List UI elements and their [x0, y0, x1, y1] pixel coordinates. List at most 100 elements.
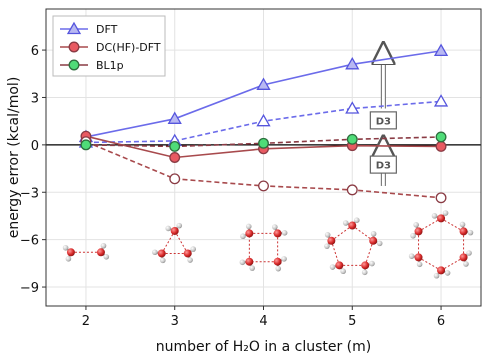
water-cluster-illustrations: [62, 210, 474, 279]
hydrogen-atom-icon: [245, 223, 252, 230]
hydrogen-atom-icon: [416, 261, 423, 268]
hydrogen-atom-icon: [466, 250, 472, 256]
oxygen-atom-icon: [170, 226, 179, 235]
hydrogen-atom-icon: [369, 260, 375, 267]
hydrogen-atom-icon: [65, 256, 72, 262]
x-tick-label: 5: [348, 314, 356, 329]
legend-label: DFT: [96, 23, 118, 36]
legend-marker: [68, 41, 80, 53]
hydrogen-bond: [418, 217, 442, 232]
hydrogen-atom-icon: [413, 222, 419, 228]
hydrogen-atom-icon: [249, 265, 255, 271]
hydrogen-atom-icon: [272, 224, 278, 230]
data-point: [435, 192, 447, 204]
data-point: [345, 101, 360, 114]
axis-ticks: 6 3 0 −3 −6 −9 2 3 4 5 6: [20, 44, 445, 329]
hydrogen-atom-icon: [444, 270, 451, 276]
hydrogen-atom-icon: [275, 265, 282, 272]
x-tick-label: 3: [171, 314, 179, 329]
hydrogen-atom-icon: [187, 257, 193, 263]
water-cluster-5-icon: [324, 217, 383, 276]
oxygen-atom-icon: [459, 227, 468, 236]
hydrogen-atom-icon: [467, 229, 474, 236]
oxygen-atom-icon: [66, 248, 75, 257]
oxygen-atom-icon: [459, 253, 468, 262]
x-tick-label: 4: [259, 314, 267, 329]
hydrogen-atom-icon: [159, 257, 166, 264]
oxygen-atom-icon: [361, 261, 370, 270]
hydrogen-atom-icon: [324, 232, 331, 238]
d3-label-box: [369, 155, 397, 174]
data-point: [258, 137, 269, 149]
hydrogen-bond: [440, 256, 464, 271]
data-point: [169, 152, 181, 163]
oxygen-atom-icon: [335, 261, 344, 270]
y-tick-label: −9: [20, 281, 39, 296]
hydrogen-atom-icon: [431, 213, 438, 219]
hydrogen-atom-icon: [165, 225, 172, 232]
series-lines: [78, 43, 449, 204]
hydrogen-bond: [364, 240, 374, 266]
data-point: [346, 184, 358, 196]
hydrogen-atom-icon: [433, 272, 440, 279]
hydrogen-bond: [440, 217, 464, 232]
data-point: [433, 43, 449, 57]
hydrogen-atom-icon: [239, 259, 246, 266]
hydrogen-bond: [331, 225, 353, 242]
hydrogen-atom-icon: [376, 240, 383, 247]
oxygen-atom-icon: [437, 266, 446, 275]
oxygen-atom-icon: [327, 236, 336, 245]
hydrogen-atom-icon: [62, 244, 69, 251]
hydrogen-atom-icon: [340, 268, 346, 275]
oxygen-atom-icon: [437, 214, 446, 223]
oxygen-atom-icon: [245, 229, 254, 238]
legend-label: DC(HF)-DFT: [96, 41, 161, 54]
oxygen-atom-icon: [273, 257, 282, 266]
legend-marker: [68, 59, 80, 71]
hydrogen-atom-icon: [353, 217, 360, 223]
data-point: [169, 140, 181, 152]
hydrogen-atom-icon: [463, 261, 469, 267]
water-cluster-3-icon: [152, 222, 196, 264]
hydrogen-bond: [174, 230, 189, 254]
data-point: [167, 111, 182, 124]
data-point: [346, 133, 358, 145]
d3-label-box: [369, 111, 397, 130]
hydrogen-atom-icon: [324, 243, 330, 249]
legend-label: BL1p: [96, 59, 124, 72]
data-point: [435, 140, 447, 152]
d3-label: D3: [376, 161, 391, 172]
y-tick-label: −6: [20, 234, 39, 249]
data-point: [256, 113, 271, 127]
hydrogen-atom-icon: [329, 264, 336, 270]
oxygen-atom-icon: [414, 253, 423, 262]
oxygen-atom-icon: [96, 248, 105, 257]
data-point: [433, 94, 449, 107]
hydrogen-bond: [161, 230, 176, 254]
hydrogen-atom-icon: [361, 269, 368, 276]
oxygen-atom-icon: [348, 221, 357, 230]
hydrogen-bond: [351, 225, 374, 242]
hydrogen-atom-icon: [240, 233, 246, 240]
hydrogen-atom-icon: [281, 256, 287, 262]
hydrogen-atom-icon: [152, 249, 158, 256]
oxygen-atom-icon: [183, 249, 192, 258]
hydrogen-atom-icon: [100, 242, 107, 249]
hydrogen-atom-icon: [103, 253, 110, 260]
hydrogen-atom-icon: [459, 221, 466, 228]
hydrogen-atom-icon: [408, 253, 415, 259]
hydrogen-bond: [418, 256, 442, 271]
hydrogen-atom-icon: [442, 210, 449, 216]
data-point: [435, 131, 447, 143]
y-tick-label: −3: [20, 186, 39, 201]
hydrogen-atom-icon: [342, 220, 349, 226]
y-axis-title: energy error (kcal/mol): [6, 77, 22, 239]
water-cluster-2-icon: [62, 242, 110, 262]
y-tick-label: 0: [31, 139, 39, 154]
series-bl1p: [80, 131, 447, 152]
water-cluster-4-icon: [239, 223, 288, 272]
hydrogen-atom-icon: [370, 230, 377, 237]
oxygen-atom-icon: [369, 236, 378, 245]
data-point: [258, 180, 269, 192]
